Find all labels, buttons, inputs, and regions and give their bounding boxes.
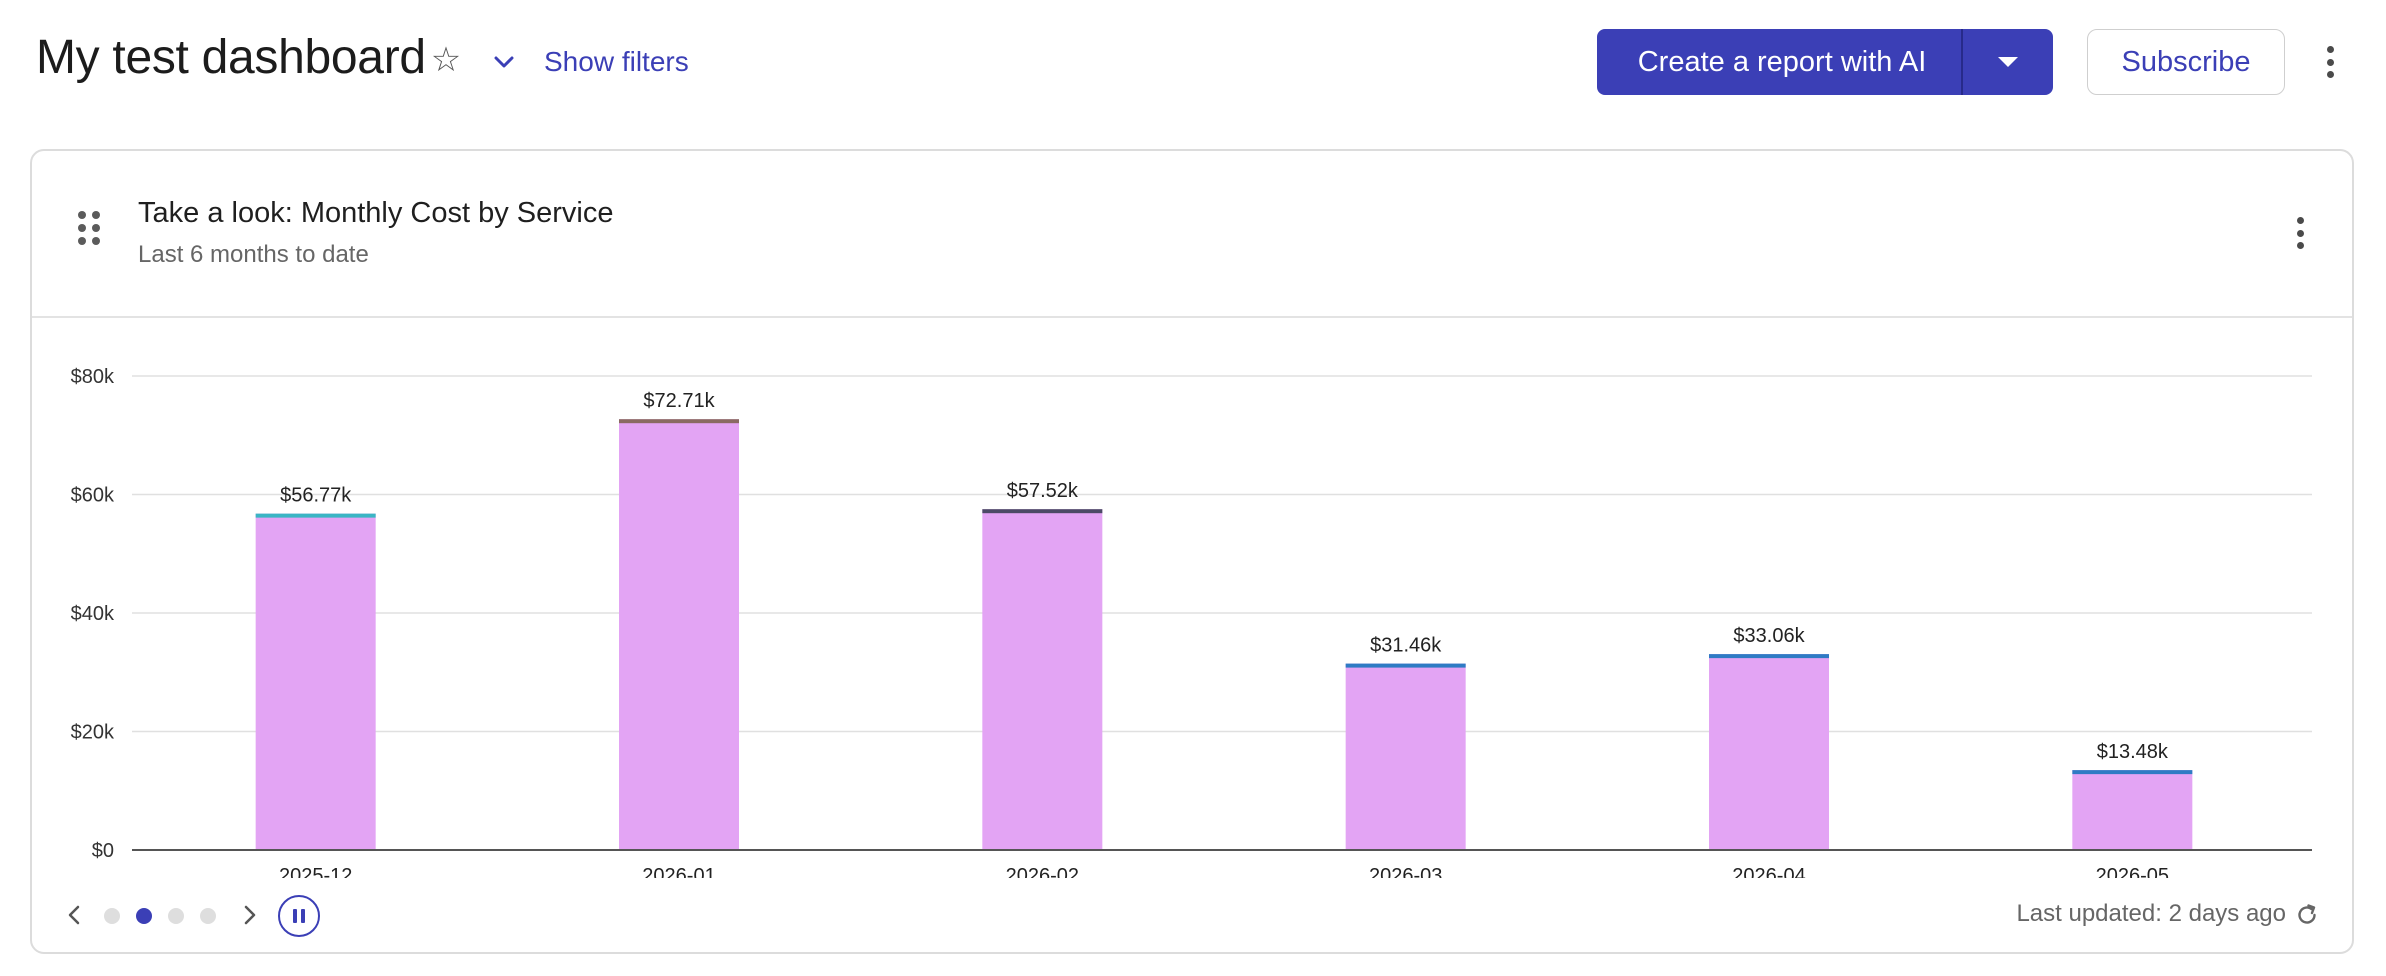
bar <box>619 419 739 850</box>
bar-value-label: $31.46k <box>1370 635 1442 657</box>
bar-top-segment <box>255 513 376 518</box>
bar-top-segment <box>619 419 739 424</box>
kebab-icon[interactable] <box>2320 42 2340 82</box>
card-kebab-icon[interactable] <box>2290 213 2310 253</box>
card-header: Take a look: Monthly Cost by Service Las… <box>32 151 2352 318</box>
bar-value-label: $56.77k <box>280 485 352 507</box>
x-tick-label: 2025-12 <box>279 865 352 878</box>
carousel-dot[interactable] <box>104 908 120 924</box>
bar <box>1709 654 1829 850</box>
chevron-down-icon <box>490 48 518 76</box>
y-tick-label: $40k <box>71 603 115 625</box>
create-report-dropdown-button[interactable] <box>1963 29 2053 95</box>
show-filters-button[interactable]: Show filters <box>490 42 689 82</box>
x-tick-label: 2026-03 <box>1369 865 1442 878</box>
pause-button[interactable] <box>278 895 320 937</box>
pause-icon <box>293 909 297 923</box>
carousel-dot[interactable] <box>168 908 184 924</box>
card-title: Take a look: Monthly Cost by Service <box>138 197 614 229</box>
grip-icon[interactable] <box>78 211 100 245</box>
create-report-button-group: Create a report with AI <box>1597 29 2053 95</box>
x-tick-label: 2026-02 <box>1006 865 1079 878</box>
last-updated-text: Last updated: 2 days ago <box>2016 900 2286 927</box>
refresh-icon[interactable] <box>2294 902 2320 928</box>
bar-value-label: $33.06k <box>1733 625 1805 647</box>
card-subtitle: Last 6 months to date <box>138 241 369 268</box>
y-tick-label: $80k <box>71 366 115 388</box>
subscribe-button[interactable]: Subscribe <box>2087 29 2285 95</box>
carousel-dot-active[interactable] <box>136 908 152 924</box>
bar-value-label: $57.52k <box>1007 480 1079 502</box>
y-tick-label: $60k <box>71 485 115 507</box>
x-tick-label: 2026-01 <box>642 865 715 878</box>
page-title: My test dashboard <box>36 31 426 84</box>
bar <box>1345 663 1466 850</box>
chevron-right-icon[interactable] <box>238 903 262 927</box>
dashboard-header: My test dashboard ☆ Show filters Create … <box>0 0 2386 125</box>
show-filters-label: Show filters <box>544 46 689 77</box>
create-report-button[interactable]: Create a report with AI <box>1597 29 1963 95</box>
bar-top-segment <box>982 509 1103 514</box>
bar-top-segment <box>1709 654 1829 659</box>
bar-value-label: $13.48k <box>2097 741 2169 763</box>
bar <box>255 513 376 850</box>
bar <box>982 509 1103 850</box>
bar-value-label: $72.71k <box>643 390 715 412</box>
bar-chart: $0 $20k $40k $60k $80k $56.77k 2025-12 $72.71k 2… <box>71 366 2312 878</box>
chevron-left-icon[interactable] <box>62 903 86 927</box>
x-tick-label: 2026-04 <box>1732 865 1805 878</box>
chart-card: Take a look: Monthly Cost by Service Las… <box>30 149 2354 954</box>
bar <box>2072 770 2193 850</box>
carousel-dot[interactable] <box>200 908 216 924</box>
y-tick-label: $0 <box>92 840 114 862</box>
x-tick-label: 2026-05 <box>2096 865 2169 878</box>
caret-down-icon <box>1998 57 2018 67</box>
card-footer: Last updated: 2 days ago <box>32 878 2352 952</box>
bar-top-segment <box>2072 770 2193 775</box>
bar-top-segment <box>1345 663 1466 668</box>
star-icon[interactable]: ☆ <box>430 41 462 79</box>
y-tick-label: $20k <box>71 722 115 744</box>
